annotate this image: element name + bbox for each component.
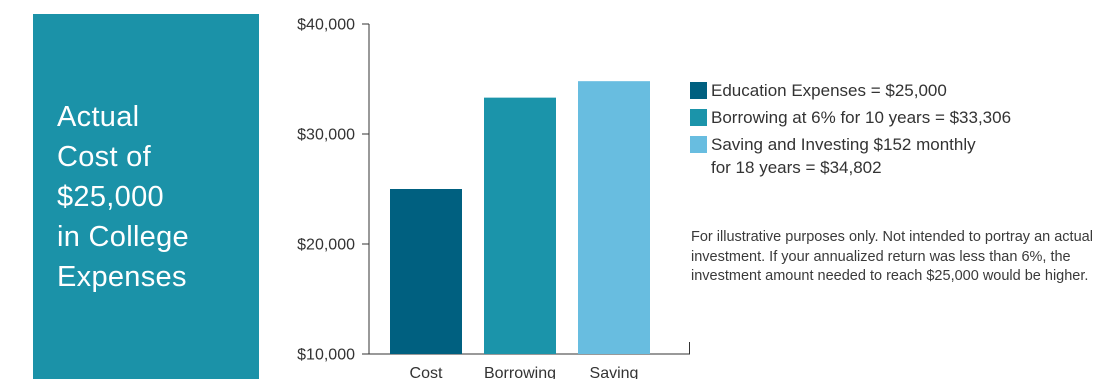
bar-chart: $10,000 $20,000 $30,000 $40,000 Cost Borrowi… xyxy=(297,17,690,379)
x-tick-label: Saving xyxy=(590,365,639,379)
legend-text-borrowing: Borrowing at 6% for 10 years = $33,306 xyxy=(711,108,1012,127)
legend-text-education: Education Expenses = $25,000 xyxy=(711,81,947,100)
y-tick-label: $40,000 xyxy=(297,17,355,34)
bars xyxy=(390,81,650,354)
y-tick-label: $30,000 xyxy=(297,127,355,144)
title-line-1: Actual xyxy=(57,100,140,133)
legend-item-saving: Saving and Investing $152 monthly for 18… xyxy=(690,133,1104,179)
legend-swatch-saving xyxy=(690,136,707,153)
bar-borrowing xyxy=(484,97,556,354)
legend: Education Expenses = $25,000 Borrowing a… xyxy=(690,79,1104,183)
title-line-5: Expenses xyxy=(57,260,187,293)
y-axis: $10,000 $20,000 $30,000 $40,000 xyxy=(297,17,690,364)
legend-text-saving: Saving and Investing $152 monthly for 18… xyxy=(711,135,976,177)
disclaimer-note: For illustrative purposes only. Not inte… xyxy=(691,229,1093,284)
legend-swatch-education xyxy=(690,82,707,99)
x-axis-labels: Cost Borrowing Saving xyxy=(410,365,639,379)
legend-item-education: Education Expenses = $25,000 xyxy=(690,79,1104,102)
bar-cost xyxy=(390,189,462,354)
title-line-2: Cost of xyxy=(57,140,151,173)
legend-item-borrowing: Borrowing at 6% for 10 years = $33,306 xyxy=(690,106,1104,129)
y-tick-label: $20,000 xyxy=(297,237,355,254)
title-panel: Actual Cost of $25,000 in College Expens… xyxy=(33,14,259,379)
y-tick-label: $10,000 xyxy=(297,347,355,364)
x-tick-label: Borrowing xyxy=(484,365,556,379)
x-tick-label: Cost xyxy=(410,365,443,379)
title-line-3: $25,000 xyxy=(57,180,164,213)
legend-swatch-borrowing xyxy=(690,109,707,126)
bar-saving xyxy=(578,81,650,354)
title-line-4: in College xyxy=(57,220,189,253)
